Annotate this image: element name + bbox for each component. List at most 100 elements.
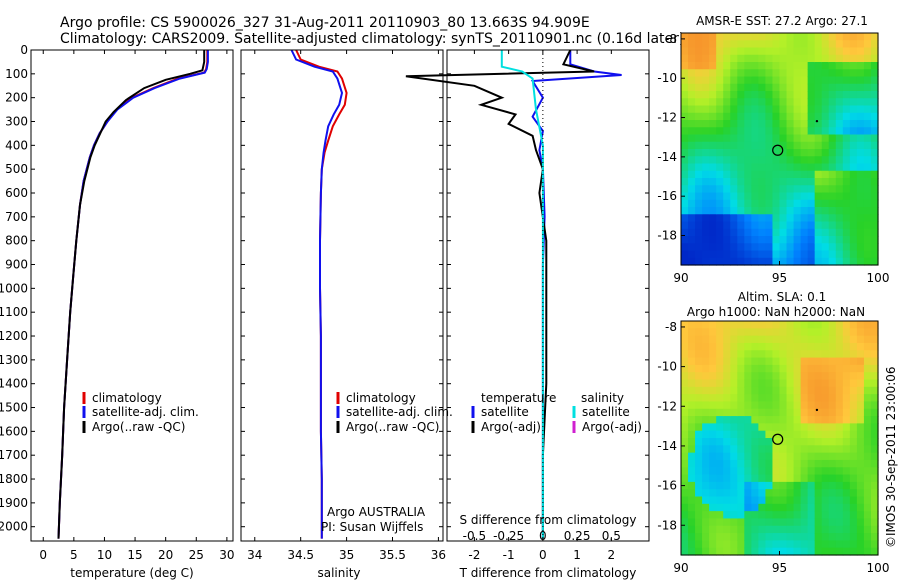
field-cell [870,408,879,417]
field-cell [702,430,710,439]
field-cell [765,214,774,223]
field-cell [681,445,689,454]
y-tick-label: 300 [5,115,28,129]
field-cell [709,416,717,424]
field-cell [842,47,851,56]
field-cell [730,489,738,498]
field-cell [835,364,844,373]
field-cell [821,467,830,476]
field-cell [863,459,872,468]
field-cell [814,533,823,541]
field-cell [779,149,788,157]
field-cell [702,350,710,359]
field-cell [828,54,837,63]
field-cell [807,379,816,388]
field-cell [786,379,795,388]
field-cell [814,438,823,446]
field-cell [765,518,774,527]
field-cell [723,98,731,107]
field-cell [758,408,767,417]
field-cell [863,120,872,128]
field-cell [730,185,738,194]
field-cell [849,214,858,223]
field-cell [807,257,816,266]
field-cell [849,127,858,136]
field-cell [786,141,795,150]
field-cell [793,357,802,366]
field-cell [849,430,858,439]
y-tick-label: 1200 [0,329,28,343]
field-cell [863,481,872,490]
field-cell [793,467,802,476]
field-cell [730,54,738,63]
field-cell [765,364,774,373]
field-cell [730,83,738,92]
field-cell [702,76,710,85]
field-cell [779,250,788,259]
header-line2: Climatology: CARS2009. Satellite-adjuste… [60,31,684,47]
field-cell [870,350,879,359]
field-cell [779,236,788,244]
field-cell [856,547,865,556]
field-cell [821,163,830,172]
field-cell [681,459,689,468]
field-cell [730,214,738,223]
field-cell [716,533,724,541]
x-tick-label: 90 [673,561,688,575]
field-cell [723,357,731,366]
field-cell [702,394,710,403]
field-cell [828,335,837,344]
field-cell [870,149,879,157]
field-cell [793,47,802,56]
field-cell [870,511,879,520]
field-cell [688,335,696,344]
field-cell [786,40,795,49]
field-cell [730,257,738,266]
field-cell [681,47,689,56]
field-cell [863,98,872,107]
x-tick-label: 90 [673,271,688,285]
field-cell [758,236,767,244]
field-cell [842,364,851,373]
field-cell [835,199,844,208]
field-cell [772,243,781,252]
s-tick-label: 0 [539,529,547,543]
field-cell [870,503,879,512]
field-cell [807,76,816,85]
field-cell [695,518,703,527]
field-cell [849,54,858,63]
field-cell [716,372,724,381]
field-cell [758,185,767,194]
field-cell [849,401,858,410]
field-cell [870,445,879,454]
field-cell [681,547,689,556]
field-cell [709,394,717,403]
field-cell [863,163,872,172]
field-cell [828,467,837,476]
field-cell [779,459,788,468]
field-cell [688,394,696,403]
field-cell [688,221,696,230]
field-cell [807,438,816,446]
field-cell [688,445,696,454]
field-cell [863,379,872,388]
field-cell [681,379,689,388]
field-cell [758,364,767,373]
field-cell [814,511,823,520]
field-cell [765,69,774,78]
field-cell [772,511,781,520]
field-cell [758,127,767,136]
field-cell [702,207,710,215]
field-cell [772,54,781,63]
field-cell [709,459,717,468]
field-cell [681,62,689,70]
field-cell [786,47,795,56]
x-tick-label: 0 [539,548,547,562]
field-cell [842,243,851,252]
field-cell [863,408,872,417]
field-cell [842,105,851,114]
field-cell [688,423,696,432]
field-cell [835,328,844,337]
field-cell [772,120,781,128]
y-tick-label: 200 [5,91,28,105]
